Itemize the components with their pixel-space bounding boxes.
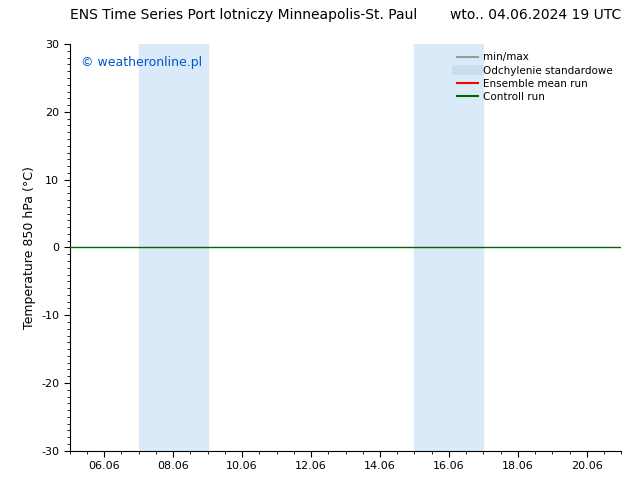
Text: wto.. 04.06.2024 19 UTC: wto.. 04.06.2024 19 UTC [450,8,621,22]
Text: ENS Time Series Port lotniczy Minneapolis-St. Paul: ENS Time Series Port lotniczy Minneapoli… [70,8,417,22]
Text: © weatheronline.pl: © weatheronline.pl [81,56,202,69]
Bar [415,44,483,451]
Y-axis label: Temperature 850 hPa (°C): Temperature 850 hPa (°C) [23,166,36,329]
Legend: min/max, Odchylenie standardowe, Ensemble mean run, Controll run: min/max, Odchylenie standardowe, Ensembl… [454,49,616,105]
Bar [139,44,207,451]
